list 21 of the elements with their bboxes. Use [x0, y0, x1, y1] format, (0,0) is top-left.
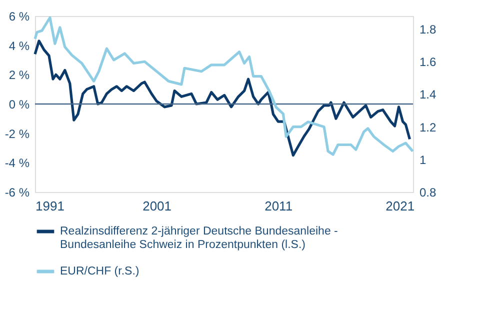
- y-tick-label: -4 %: [4, 156, 30, 170]
- legend-label: Realzinsdifferenz 2-jähriger Deutsche Bundesanleihe - Bundesanleihe Schweiz in Prozentpunkten (l.S.): [60, 226, 338, 251]
- y-tick-label: -6 %: [4, 186, 30, 200]
- y2-tick-label: 1.6: [420, 55, 437, 70]
- y2-tick-label: 0.8: [420, 186, 437, 200]
- y2-tick-label: 1.4: [420, 88, 437, 102]
- x-tick-label: 2001: [142, 198, 172, 214]
- y2-tick-label: 1.8: [420, 22, 437, 37]
- legend-label: EUR/CHF (r.S.): [60, 266, 140, 278]
- y-tick-label: 0 %: [8, 98, 30, 112]
- y2-tick-label: 1.2: [420, 120, 437, 134]
- y-tick-label: -2 %: [4, 126, 30, 141]
- x-tick-label: 2011: [264, 198, 293, 214]
- y-tick-label: 2 %: [8, 68, 30, 82]
- line-series: [34, 40, 412, 157]
- y2-tick-label: 1: [420, 152, 426, 167]
- x-tick-label: 1991: [36, 198, 64, 214]
- line-series: [34, 16, 414, 156]
- x-tick-label: 2021: [386, 198, 415, 214]
- y-tick-label: 6 %: [8, 10, 30, 24]
- y-tick-label: 4 %: [8, 38, 30, 53]
